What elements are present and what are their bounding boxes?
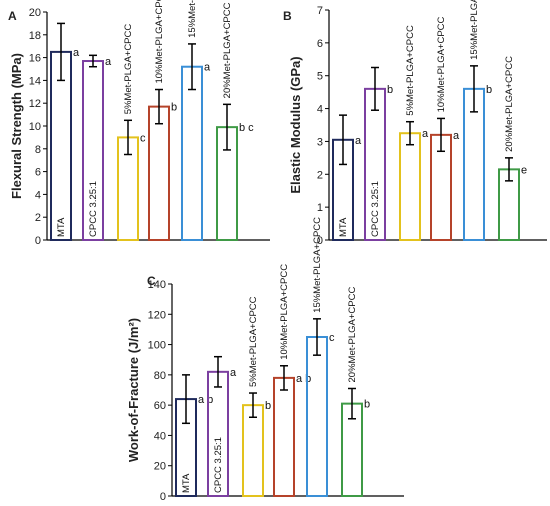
y-tick-label: 3 xyxy=(317,136,323,148)
panel-letter: B xyxy=(283,9,292,23)
bar xyxy=(148,105,170,242)
bar-label: 5%Met-PLGA+CPCC xyxy=(248,296,259,387)
significance-label: a xyxy=(204,62,211,74)
bar-label: 15%Met-PLGA+CPCC xyxy=(469,0,480,60)
y-tick-label: 14 xyxy=(29,75,41,87)
bar-label: CPCC 3.25:1 xyxy=(370,181,381,237)
bar-label: 10%Met-PLGA+CPCC xyxy=(154,0,165,84)
y-tick-label: 18 xyxy=(29,30,41,42)
bar xyxy=(273,376,295,497)
y-tick-label: 6 xyxy=(35,167,41,179)
panel-letter: C xyxy=(147,274,156,288)
y-axis-label: Flexural Strength (MPa) xyxy=(9,53,24,199)
y-tick-label: 140 xyxy=(148,279,166,291)
bar-label: 5%Met-PLGA+CPCC xyxy=(405,25,416,116)
y-tick-label: 8 xyxy=(35,144,41,156)
bar-label: MTA xyxy=(56,217,67,237)
bar-label: CPCC 3.25:1 xyxy=(88,181,99,237)
bar-label: CPCC 3.25:1 xyxy=(213,437,224,493)
y-tick-label: 20 xyxy=(154,461,166,473)
bar xyxy=(399,132,421,241)
bar-label: 20%Met-PLGA+CPCC xyxy=(504,56,515,152)
bar-label: 15%Met-PLGA+CPCC xyxy=(312,217,323,313)
panel-letter: A xyxy=(8,9,17,23)
significance-label: a xyxy=(422,128,429,140)
y-tick-label: 40 xyxy=(154,430,166,442)
y-tick-label: 2 xyxy=(317,169,323,181)
y-tick-label: 6 xyxy=(317,38,323,50)
bar-label: 10%Met-PLGA+CPCC xyxy=(279,264,290,360)
significance-label: b xyxy=(387,84,393,96)
chart-panel-a: A Flexural Strength (MPa) 0 2 4 6 8 10 12 14 16 18 2… xyxy=(8,0,270,247)
significance-label: b c xyxy=(239,122,254,134)
y-tick-label: 0 xyxy=(35,235,41,247)
significance-label: a xyxy=(105,56,112,68)
y-tick-label: 0 xyxy=(160,491,166,503)
bar-label: 5%Met-PLGA+CPCC xyxy=(123,24,134,115)
significance-label: a xyxy=(355,135,362,147)
y-tick-label: 80 xyxy=(154,370,166,382)
y-tick-label: 2 xyxy=(35,212,41,224)
y-axis-label: Work-of-Fracture (J/m²) xyxy=(126,318,141,462)
y-tick-label: 10 xyxy=(29,121,41,133)
y-tick-label: 100 xyxy=(148,340,166,352)
significance-label: b xyxy=(364,399,370,411)
significance-label: a xyxy=(453,130,460,142)
y-tick-label: 0 xyxy=(317,235,323,247)
bar-label: MTA xyxy=(181,473,192,493)
chart-panel-b: B Elastic Modulus (GPa) 0 1 2 3 4 5 6 7 a MTA b CPCC … xyxy=(283,0,547,247)
significance-label: a xyxy=(230,367,237,379)
significance-label: a b xyxy=(198,394,213,406)
significance-label: e xyxy=(521,164,527,176)
bar xyxy=(181,65,203,241)
y-tick-label: 7 xyxy=(317,5,323,17)
y-tick-label: 1 xyxy=(317,202,323,214)
significance-label: b xyxy=(486,84,492,96)
y-tick-label: 20 xyxy=(29,7,41,19)
bar-label: 20%Met-PLGA+CPCC xyxy=(347,287,358,383)
bar-label: 20%Met-PLGA+CPCC xyxy=(222,2,233,98)
chart-panel-c: C Work-of-Fracture (J/m²) 0 20 40 60 80 100 120 1… xyxy=(126,217,404,503)
bar xyxy=(242,404,264,497)
significance-label: a b xyxy=(296,373,311,385)
bar-label: 15%Met-PLGA+CPCC xyxy=(187,0,198,38)
significance-label: c xyxy=(329,332,335,344)
significance-label: c xyxy=(140,132,146,144)
y-tick-label: 5 xyxy=(317,71,323,83)
y-tick-label: 4 xyxy=(35,189,41,201)
significance-label: a xyxy=(73,47,80,59)
y-tick-label: 12 xyxy=(29,98,41,110)
bar-label: 10%Met-PLGA+CPCC xyxy=(436,16,447,112)
bar-label: MTA xyxy=(338,217,349,237)
y-axis-label: Elastic Modulus (GPa) xyxy=(288,56,303,193)
significance-label: b xyxy=(265,400,271,412)
y-tick-label: 16 xyxy=(29,53,41,65)
significance-label: b xyxy=(171,102,177,114)
y-tick-label: 60 xyxy=(154,400,166,412)
y-tick-label: 4 xyxy=(317,104,323,116)
bar xyxy=(306,336,328,497)
y-tick-label: 120 xyxy=(148,309,166,321)
